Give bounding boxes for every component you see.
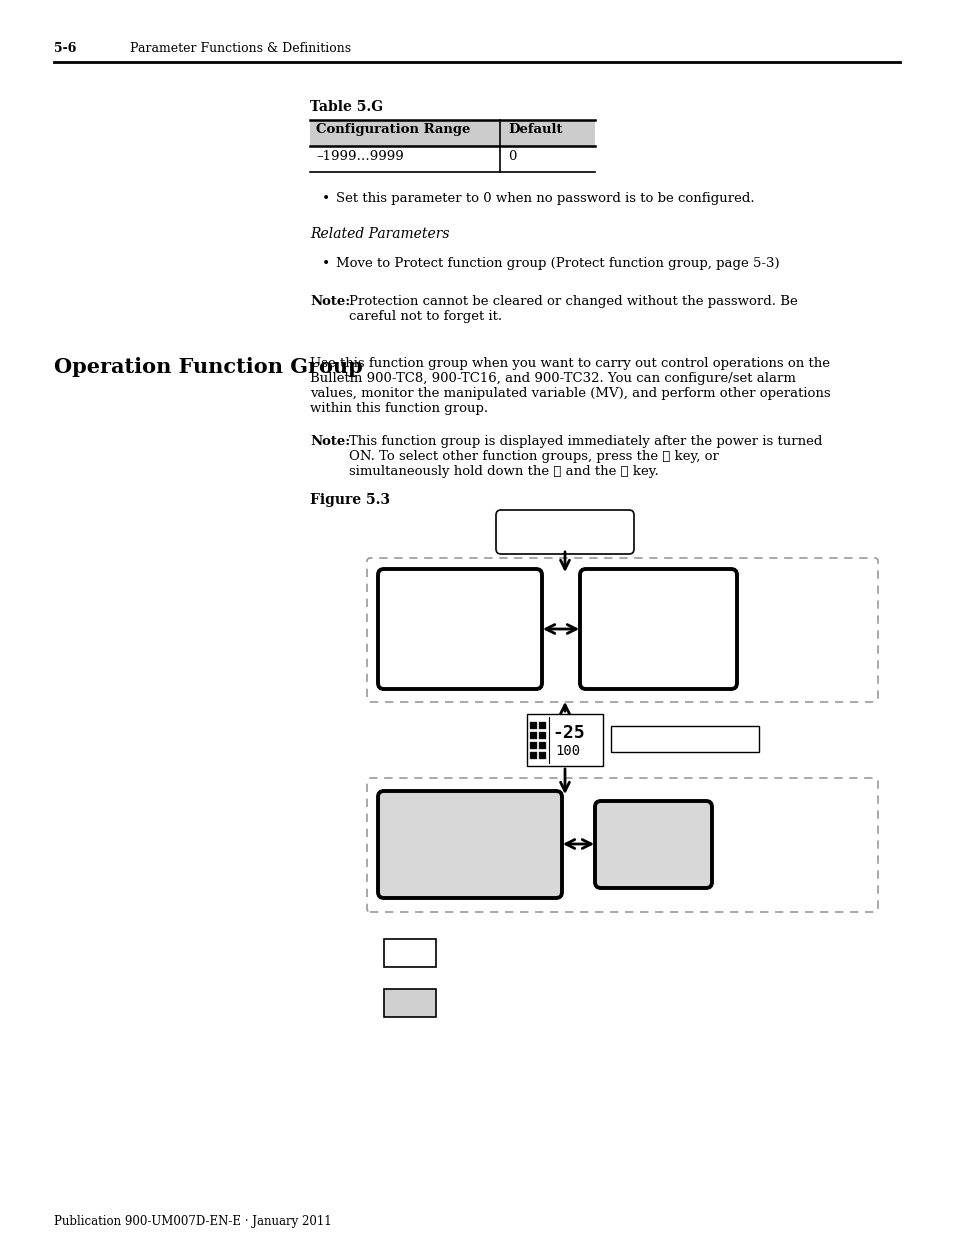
Text: -25: -25 [552, 724, 584, 742]
Bar [526, 714, 602, 766]
Text: Table 5.G: Table 5.G [310, 100, 383, 114]
Text: 100: 100 [555, 743, 579, 758]
FancyBboxPatch shape [579, 569, 737, 689]
FancyBboxPatch shape [595, 802, 711, 888]
Bar [538, 742, 545, 748]
Text: Note:: Note: [310, 435, 350, 448]
FancyBboxPatch shape [496, 510, 634, 555]
Text: •: • [322, 257, 330, 270]
Text: Protection cannot be cleared or changed without the password. Be: Protection cannot be cleared or changed … [349, 295, 797, 308]
Text: Use this function group when you want to carry out control operations on the: Use this function group when you want to… [310, 357, 829, 370]
Bar [538, 752, 545, 760]
FancyBboxPatch shape [377, 790, 561, 898]
Text: Publication 900-UM007D-EN-E · January 2011: Publication 900-UM007D-EN-E · January 20… [54, 1215, 332, 1228]
Bar [530, 752, 537, 760]
Text: 0: 0 [507, 149, 516, 163]
Text: Parameter Functions & Definitions: Parameter Functions & Definitions [130, 42, 351, 56]
Text: Bulletin 900-TC8, 900-TC16, and 900-TC32. You can configure/set alarm: Bulletin 900-TC8, 900-TC16, and 900-TC32… [310, 372, 795, 385]
Text: –1999…9999: –1999…9999 [315, 149, 403, 163]
Text: •: • [322, 191, 330, 206]
Bar [384, 939, 436, 967]
Text: values, monitor the manipulated variable (MV), and perform other operations: values, monitor the manipulated variable… [310, 387, 830, 400]
Text: 5-6: 5-6 [54, 42, 76, 56]
Bar [530, 722, 537, 729]
Bar [538, 722, 545, 729]
Text: careful not to forget it.: careful not to forget it. [349, 310, 501, 324]
Text: within this function group.: within this function group. [310, 403, 488, 415]
Text: This function group is displayed immediately after the power is turned: This function group is displayed immedia… [349, 435, 821, 448]
Bar [610, 726, 759, 752]
Text: Default: Default [507, 124, 562, 136]
Text: Note:: Note: [310, 295, 350, 308]
FancyBboxPatch shape [377, 569, 541, 689]
Bar [538, 732, 545, 739]
Text: Related Parameters: Related Parameters [310, 227, 449, 241]
Bar [384, 989, 436, 1016]
Text: Operation Function Group: Operation Function Group [54, 357, 362, 377]
Bar [530, 742, 537, 748]
Text: ON. To select other function groups, press the ⓞ key, or: ON. To select other function groups, pre… [349, 450, 719, 463]
Bar [530, 732, 537, 739]
Text: Set this parameter to 0 when no password is to be configured.: Set this parameter to 0 when no password… [335, 191, 754, 205]
Text: Figure 5.3: Figure 5.3 [310, 493, 390, 508]
Text: simultaneously hold down the ⓞ and the ⓝ key.: simultaneously hold down the ⓞ and the ⓝ… [349, 466, 659, 478]
Text: Move to Protect function group (Protect function group, page 5-3): Move to Protect function group (Protect … [335, 257, 779, 270]
Text: Configuration Range: Configuration Range [315, 124, 470, 136]
Bar [310, 120, 595, 146]
